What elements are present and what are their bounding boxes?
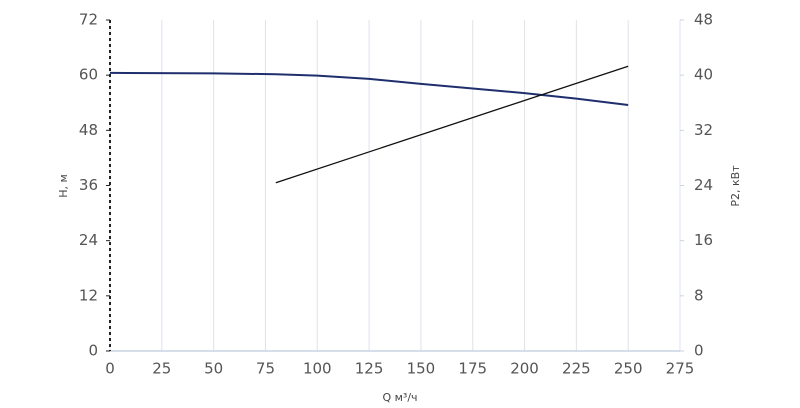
y2-tick-label: 40: [694, 66, 713, 84]
y2-tick-label: 16: [694, 231, 713, 249]
y-tick-label: 24: [79, 231, 98, 249]
x-tick-label: 100: [303, 360, 332, 378]
y2-tick-label: 0: [694, 342, 704, 360]
y2-axis-title: P2, кВт: [729, 165, 742, 207]
x-tick-label: 175: [458, 360, 487, 378]
y2-tick-label: 48: [694, 11, 713, 29]
y-tick-label: 60: [79, 66, 98, 84]
x-tick-label: 0: [105, 360, 115, 378]
x-tick-label: 275: [666, 360, 695, 378]
series-line: [275, 65, 629, 184]
x-tick-label: 75: [256, 360, 275, 378]
series-line: [109, 71, 629, 107]
x-tick-label: 250: [614, 360, 643, 378]
y-tick-label: 0: [88, 342, 98, 360]
y-tick-label: 36: [79, 176, 98, 194]
y-axis-title: H, м: [57, 174, 70, 198]
x-tick-label: 50: [204, 360, 223, 378]
x-tick-label: 225: [562, 360, 591, 378]
y2-tick-label: 32: [694, 121, 713, 139]
y2-tick-label: 8: [694, 286, 704, 304]
y-tick-label: 48: [79, 121, 98, 139]
x-tick-label: 150: [407, 360, 436, 378]
x-tick-label: 125: [355, 360, 384, 378]
x-tick-label: 200: [510, 360, 539, 378]
y2-tick-label: 24: [694, 176, 713, 194]
y-tick-label: 12: [79, 286, 98, 304]
x-tick-label: 25: [152, 360, 171, 378]
y-tick-label: 72: [79, 11, 98, 29]
x-axis-title: Q м³/ч: [382, 391, 417, 404]
